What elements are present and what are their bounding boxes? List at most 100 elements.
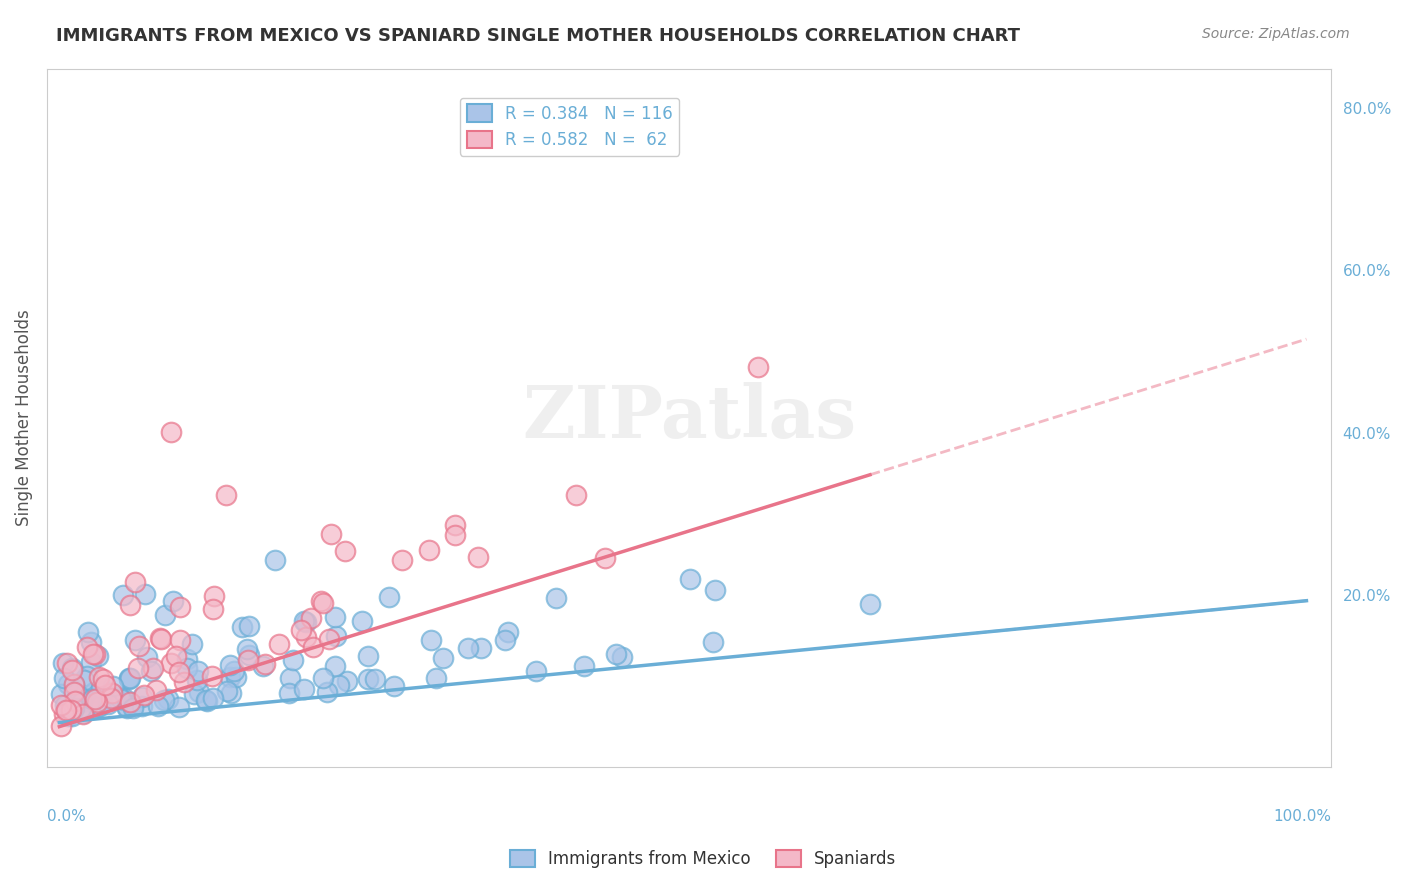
Point: [72, 707, 94, 722]
Point: [176, 661, 198, 675]
Point: [194, 693, 217, 707]
Point: [294, 615, 316, 629]
Point: [169, 599, 191, 614]
Point: [467, 550, 489, 565]
Point: [117, 699, 139, 714]
Point: [357, 673, 380, 687]
Point: [53, 698, 76, 713]
Point: [277, 686, 299, 700]
Point: [152, 693, 174, 707]
Point: [55, 702, 77, 716]
Point: [127, 661, 149, 675]
Point: [136, 650, 159, 665]
Point: [91, 673, 114, 687]
Point: [201, 602, 224, 616]
Point: [89, 699, 111, 714]
Point: [321, 526, 343, 541]
Text: ZIPatlas: ZIPatlas: [522, 383, 856, 453]
Text: 40.0%: 40.0%: [1343, 426, 1391, 442]
Point: [63, 684, 86, 698]
Point: [124, 633, 146, 648]
Point: [747, 360, 769, 375]
Point: [703, 583, 725, 598]
Point: [122, 698, 145, 712]
Point: [295, 630, 318, 644]
Point: [84, 691, 107, 706]
Point: [162, 593, 184, 607]
Point: [238, 648, 260, 663]
Point: [83, 685, 105, 699]
Point: [82, 692, 104, 706]
Point: [101, 679, 124, 693]
Point: [69, 700, 91, 714]
Point: [524, 665, 547, 679]
Point: [269, 637, 291, 651]
Point: [357, 648, 380, 663]
Point: [195, 694, 218, 708]
Point: [292, 614, 315, 628]
Point: [323, 658, 346, 673]
Point: [309, 593, 332, 607]
Point: [49, 718, 72, 732]
Text: 0.0%: 0.0%: [46, 809, 86, 824]
Point: [564, 488, 586, 502]
Point: [181, 637, 204, 651]
Point: [90, 685, 112, 699]
Text: 100.0%: 100.0%: [1274, 809, 1331, 824]
Point: [301, 640, 323, 654]
Point: [141, 665, 163, 679]
Point: [169, 633, 191, 648]
Point: [49, 698, 72, 712]
Point: [89, 669, 111, 683]
Point: [167, 665, 190, 679]
Point: [101, 686, 124, 700]
Point: [73, 673, 96, 687]
Point: [52, 656, 75, 670]
Point: [100, 691, 122, 706]
Point: [316, 685, 339, 699]
Point: [118, 672, 141, 686]
Point: [418, 543, 440, 558]
Point: [63, 677, 86, 691]
Point: [156, 692, 179, 706]
Point: [218, 658, 240, 673]
Point: [107, 690, 129, 704]
Point: [201, 669, 224, 683]
Point: [60, 703, 83, 717]
Point: [62, 677, 84, 691]
Point: [120, 695, 142, 709]
Point: [55, 703, 77, 717]
Point: [112, 690, 135, 705]
Point: [333, 544, 356, 558]
Point: [219, 686, 242, 700]
Point: [67, 688, 90, 702]
Point: [118, 671, 141, 685]
Point: [605, 647, 627, 661]
Point: [80, 655, 103, 669]
Point: [202, 589, 225, 603]
Point: [86, 690, 108, 705]
Point: [236, 653, 259, 667]
Point: [115, 700, 138, 714]
Point: [66, 686, 89, 700]
Point: [104, 691, 127, 706]
Point: [131, 698, 153, 713]
Point: [231, 620, 253, 634]
Text: 80.0%: 80.0%: [1343, 102, 1391, 117]
Point: [328, 677, 350, 691]
Point: [572, 659, 595, 673]
Point: [159, 656, 181, 670]
Point: [63, 700, 86, 714]
Point: [457, 641, 479, 656]
Point: [55, 656, 77, 670]
Point: [352, 614, 374, 628]
Point: [165, 648, 187, 663]
Point: [382, 679, 405, 693]
Point: [318, 632, 340, 647]
Point: [336, 673, 359, 688]
Point: [236, 641, 259, 656]
Point: [470, 641, 492, 656]
Point: [224, 664, 246, 678]
Point: [444, 527, 467, 541]
Point: [187, 684, 209, 698]
